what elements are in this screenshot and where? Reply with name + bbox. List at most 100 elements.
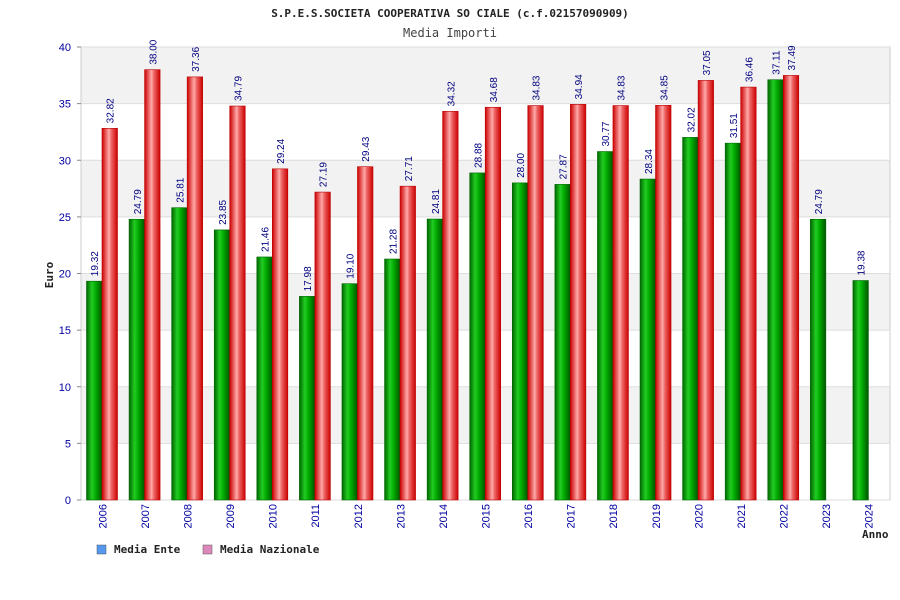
y-tick-label: 10	[59, 382, 71, 394]
data-label-ente-2006: 19.32	[90, 251, 101, 276]
bar-nazionale-2016	[527, 105, 544, 501]
bar-ente-2019	[639, 178, 656, 501]
y-axis-ticks: 0 5 10 15 20 25 30 35 40	[59, 42, 81, 507]
x-tick-label: 2015	[481, 504, 493, 528]
legend: Media Ente Media Nazionale	[96, 543, 320, 556]
x-tick-label: 2022	[779, 504, 791, 528]
data-label-nazionale-2019: 34.85	[659, 75, 670, 100]
x-tick-label: 2008	[182, 504, 194, 528]
bar-ente-2015	[469, 172, 486, 501]
bar-ente-2021	[724, 142, 741, 501]
bar-ente-2011	[299, 296, 316, 501]
bar-nazionale-2013	[399, 185, 416, 501]
bar-nazionale-2008	[186, 76, 203, 501]
x-tick-label: 2011	[310, 504, 322, 528]
data-label-nazionale-2022: 37.49	[787, 45, 798, 70]
bar-nazionale-2017	[570, 104, 587, 501]
bar-nazionale-2014	[442, 111, 459, 501]
bar-nazionale-2020	[697, 80, 714, 501]
legend-swatch-ente	[96, 544, 107, 555]
data-label-nazionale-2009: 34.79	[233, 76, 244, 101]
data-label-nazionale-2010: 29.24	[276, 138, 287, 163]
bar-ente-2020	[682, 137, 699, 501]
y-tick-label: 0	[65, 495, 71, 507]
bar-nazionale-2012	[357, 166, 374, 501]
x-tick-label: 2019	[651, 504, 663, 528]
bar-nazionale-2011	[314, 191, 331, 501]
data-labels: 19.32 32.82 24.79 38.00 25.81 37.36 23.85 34.79…	[90, 39, 867, 291]
x-tick-label: 2018	[608, 504, 620, 528]
y-tick-label: 20	[59, 269, 71, 281]
data-label-nazionale-2017: 34.94	[574, 74, 585, 99]
bar-nazionale-2015	[484, 106, 502, 501]
data-label-nazionale-2013: 27.71	[404, 156, 415, 181]
data-label-ente-2018: 30.77	[601, 121, 612, 146]
chart-subtitle: Media Importi	[403, 26, 497, 40]
data-label-ente-2010: 21.46	[261, 227, 272, 252]
bar-ente-2009	[213, 229, 231, 501]
x-tick-label: 2007	[140, 504, 152, 528]
data-label-ente-2019: 28.34	[644, 149, 655, 174]
data-label-ente-2007: 24.79	[133, 189, 144, 214]
y-tick-label: 30	[59, 155, 71, 167]
data-label-nazionale-2021: 36.46	[744, 57, 755, 82]
y-tick-label: 40	[59, 42, 71, 54]
y-tick-label: 15	[59, 325, 71, 337]
bar-ente-2013	[384, 258, 401, 501]
x-tick-label: 2010	[268, 504, 280, 528]
data-label-ente-2024: 19.38	[857, 250, 868, 275]
chart-title: S.P.E.S.SOCIETA COOPERATIVA SO CIALE (c.…	[271, 7, 629, 20]
bar-ente-2017	[554, 184, 571, 501]
bar-nazionale-2018	[612, 105, 629, 501]
y-tick-label: 25	[59, 212, 71, 224]
data-label-nazionale-2020: 37.05	[702, 50, 713, 75]
data-label-ente-2011: 17.98	[303, 266, 314, 291]
x-tick-label: 2020	[693, 504, 705, 528]
data-label-nazionale-2018: 34.83	[617, 75, 628, 100]
bar-ente-2008	[171, 207, 188, 501]
data-label-ente-2013: 21.28	[388, 229, 399, 254]
x-axis-label: Anno	[862, 528, 889, 541]
data-label-ente-2021: 31.51	[729, 113, 740, 138]
x-tick-label: 2024	[864, 504, 876, 528]
x-tick-label: 2021	[736, 504, 748, 528]
data-label-nazionale-2015: 34.68	[489, 77, 500, 102]
data-label-nazionale-2012: 29.43	[361, 136, 372, 161]
x-tick-label: 2017	[566, 504, 578, 528]
bar-nazionale-2022	[782, 75, 800, 501]
y-tick-label: 5	[65, 438, 71, 450]
bar-nazionale-2007	[144, 69, 161, 501]
bar-ente-2022	[767, 79, 784, 501]
data-label-nazionale-2011: 27.19	[319, 162, 330, 187]
data-label-ente-2008: 25.81	[175, 177, 186, 202]
data-label-ente-2015: 28.88	[473, 142, 484, 167]
bar-nazionale-2006	[101, 128, 118, 501]
bar-nazionale-2010	[272, 168, 289, 501]
bars	[86, 69, 869, 501]
legend-label-ente: Media Ente	[114, 543, 181, 556]
data-label-ente-2016: 28.00	[516, 152, 527, 177]
bar-nazionale-2019	[655, 105, 672, 501]
bar-ente-2014	[426, 218, 443, 501]
data-label-ente-2020: 32.02	[686, 107, 697, 132]
x-tick-label: 2013	[395, 504, 407, 528]
y-axis-label: Euro	[43, 261, 56, 288]
bar-nazionale-2009	[229, 105, 246, 501]
data-label-ente-2022: 37.11	[772, 50, 783, 75]
bar-ente-2007	[128, 218, 145, 501]
bar-ente-2018	[597, 151, 614, 501]
data-label-ente-2023: 24.79	[814, 189, 825, 214]
y-tick-label: 35	[59, 99, 71, 111]
bar-ente-2006	[86, 280, 103, 501]
bar-ente-2023	[810, 218, 827, 501]
data-label-nazionale-2008: 37.36	[191, 46, 202, 71]
data-label-nazionale-2006: 32.82	[106, 98, 117, 123]
bar-ente-2016	[511, 182, 529, 501]
bar-ente-2012	[341, 283, 358, 501]
x-tick-label: 2009	[225, 504, 237, 528]
x-tick-label: 2016	[523, 504, 535, 528]
data-label-ente-2014: 24.81	[431, 189, 442, 214]
data-label-nazionale-2007: 38.00	[148, 39, 159, 64]
data-label-nazionale-2016: 34.83	[532, 75, 543, 100]
